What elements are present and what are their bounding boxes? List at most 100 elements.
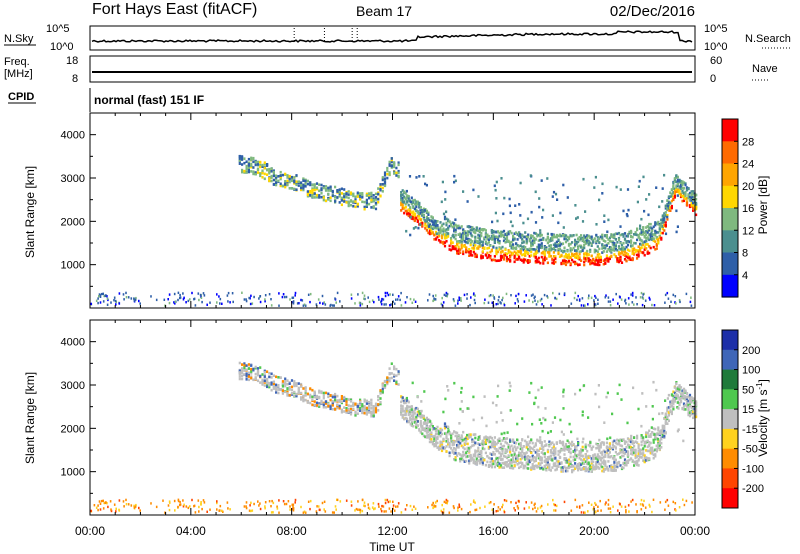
echo-cell — [393, 375, 396, 378]
echo-cell — [451, 241, 454, 244]
echo-cell — [434, 432, 438, 436]
echo-cell — [663, 435, 666, 438]
echo-cell — [602, 262, 605, 266]
echo-cell — [459, 233, 462, 237]
echo-cell — [481, 458, 484, 461]
echo-cell — [664, 211, 667, 214]
echo-cell — [400, 407, 403, 410]
echo-cell — [496, 259, 500, 262]
echo-cell — [604, 450, 607, 454]
echo-cell — [690, 410, 693, 414]
echo-cell — [543, 245, 546, 248]
echo-cell — [486, 460, 489, 464]
echo-cell — [502, 466, 506, 469]
echo-cell — [490, 436, 493, 440]
echo-cell — [595, 457, 598, 460]
echo-cell — [252, 378, 255, 382]
echo-cell — [605, 257, 608, 260]
echo-cell — [345, 400, 348, 403]
echo-cell — [628, 303, 630, 306]
echo-cell — [616, 461, 619, 465]
echo-cell — [607, 242, 610, 245]
echo-cell — [692, 192, 695, 195]
echo-cell — [563, 292, 566, 295]
echo-cell — [634, 460, 637, 464]
echo-cell — [619, 233, 622, 237]
echo-cell — [661, 424, 664, 428]
echo-cell — [469, 433, 472, 436]
echo-cell — [481, 246, 484, 250]
echo-cell — [480, 240, 483, 243]
echo-cell — [549, 254, 552, 258]
echo-cell — [571, 248, 574, 252]
echo-cell — [675, 184, 678, 187]
echo-cell — [595, 258, 598, 262]
echo-cell — [359, 304, 362, 307]
echo-cell — [589, 241, 592, 245]
echo-cell — [507, 258, 510, 261]
echo-cell — [413, 217, 416, 220]
echo-cell — [498, 248, 501, 251]
echo-cell — [460, 457, 463, 461]
echo-cell — [427, 436, 430, 439]
echo-cell — [636, 200, 639, 204]
echo-cell — [546, 261, 549, 265]
echo-cell — [400, 395, 403, 398]
echo-cell — [640, 243, 643, 246]
echo-cell — [400, 195, 403, 198]
echo-cell — [300, 183, 303, 186]
echo-cell — [179, 293, 181, 297]
echo-cell — [676, 175, 679, 179]
echo-cell — [404, 205, 407, 209]
echo-cell — [672, 405, 675, 409]
echo-cell — [453, 225, 456, 228]
echo-cell — [545, 257, 548, 260]
echo-cell — [527, 248, 530, 251]
echo-cell — [676, 394, 679, 397]
echo-cell — [678, 390, 681, 394]
echo-cell — [515, 456, 518, 459]
echo-cell — [575, 464, 578, 468]
echo-cell — [419, 416, 422, 419]
echo-cell — [252, 166, 255, 169]
echo-cell — [264, 298, 266, 301]
echo-cell — [338, 201, 341, 204]
echo-cell — [655, 432, 658, 435]
echo-cell — [614, 441, 617, 445]
echo-cell — [667, 411, 670, 414]
echo-cell — [313, 394, 316, 397]
echo-cell — [381, 297, 383, 301]
echo-cell — [499, 258, 503, 262]
echo-cell — [395, 367, 398, 371]
echo-cell — [381, 186, 384, 190]
echo-cell — [589, 455, 592, 458]
echo-cell — [401, 414, 404, 417]
echo-cell — [365, 201, 368, 205]
echo-cell — [320, 401, 323, 404]
echo-cell — [433, 444, 436, 448]
echo-cell — [173, 292, 176, 296]
echo-cell — [552, 464, 555, 467]
echo-cell — [277, 376, 280, 379]
echo-cell — [676, 387, 679, 391]
echo-cell — [562, 183, 565, 187]
echo-cell — [499, 442, 503, 446]
echo-cell — [636, 253, 639, 257]
echo-cell — [554, 257, 557, 260]
echo-cell — [469, 238, 472, 242]
echo-cell — [586, 236, 589, 240]
echo-cell — [439, 444, 442, 447]
echo-cell — [480, 457, 483, 461]
echo-cell — [198, 298, 200, 302]
echo-cell — [625, 259, 628, 263]
echo-cell — [513, 453, 516, 456]
echo-cell — [512, 449, 515, 452]
echo-cell — [590, 259, 593, 263]
echo-cell — [518, 244, 521, 248]
echo-cell — [349, 203, 353, 207]
echo-cell — [617, 302, 619, 305]
echo-cell — [365, 399, 368, 403]
echo-cell — [401, 407, 404, 411]
echo-cell — [527, 454, 530, 458]
echo-cell — [695, 205, 698, 209]
